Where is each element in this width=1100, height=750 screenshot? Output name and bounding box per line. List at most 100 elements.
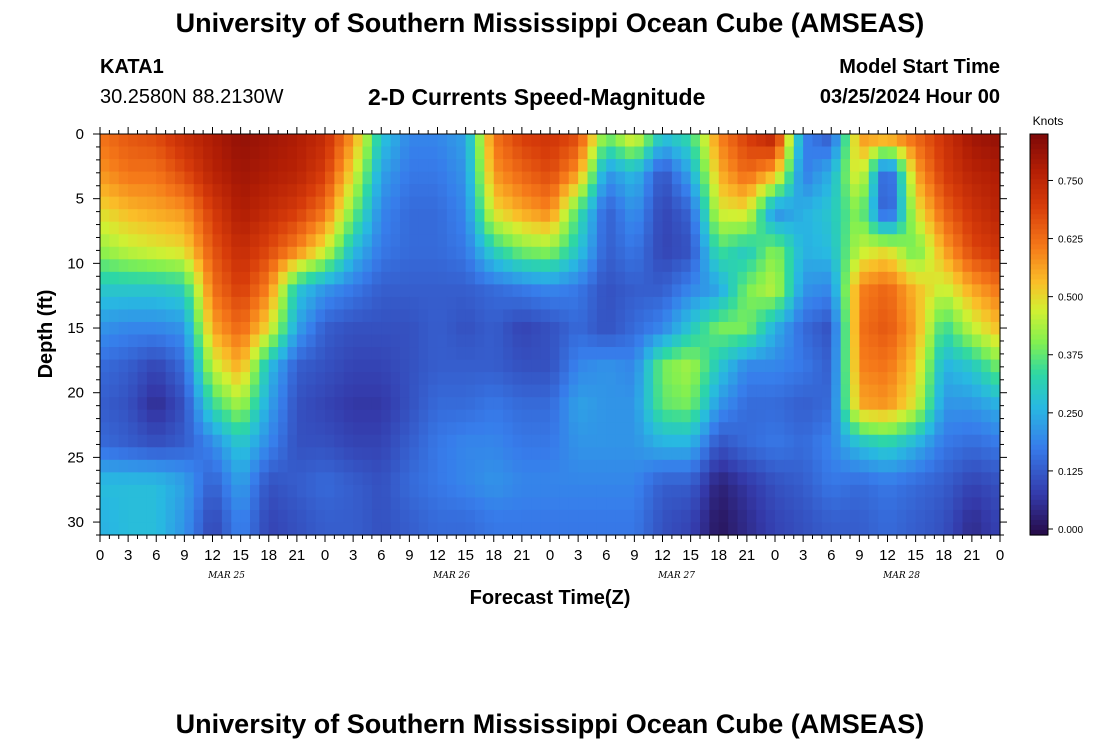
heatmap-cell: [915, 184, 926, 198]
heatmap-cell: [493, 372, 504, 386]
heatmap-cell: [465, 509, 476, 524]
heatmap-cell: [456, 422, 467, 436]
heatmap-cell: [315, 497, 326, 511]
heatmap-cell: [625, 422, 635, 436]
heatmap-cell: [540, 422, 551, 436]
colorbar-band: [1030, 479, 1048, 486]
heatmap-cell: [250, 159, 260, 173]
heatmap-cell: [278, 146, 289, 160]
heatmap-cell: [962, 484, 973, 499]
heatmap-cell: [896, 259, 907, 273]
heatmap-cell: [859, 259, 870, 273]
heatmap-cell: [878, 196, 889, 210]
heatmap-cell: [559, 509, 570, 524]
heatmap-cell: [418, 171, 429, 185]
heatmap-cell: [587, 359, 598, 373]
heatmap-cell: [343, 522, 354, 536]
heatmap-cell: [859, 434, 870, 448]
heatmap-cell: [990, 296, 1001, 311]
heatmap-cell: [137, 347, 148, 361]
heatmap-cell: [409, 271, 420, 285]
heatmap-cell: [465, 259, 476, 273]
heatmap-cell: [625, 271, 635, 285]
heatmap-cell: [943, 347, 954, 361]
heatmap-cell: [746, 146, 757, 160]
heatmap-cell: [512, 246, 523, 260]
heatmap-cell: [643, 509, 654, 524]
heatmap-cell: [896, 284, 907, 298]
heatmap-cell: [690, 522, 701, 536]
heatmap-cell: [896, 447, 907, 461]
heatmap-cell: [925, 409, 935, 423]
heatmap-cell: [878, 246, 889, 260]
heatmap-cell: [503, 522, 514, 536]
heatmap-cell: [568, 146, 579, 160]
heatmap-cell: [212, 309, 223, 323]
heatmap-cell: [756, 196, 767, 210]
heatmap-cell: [990, 509, 1001, 524]
heatmap-cell: [850, 447, 860, 461]
heatmap-cell: [953, 447, 964, 461]
heatmap-cell: [437, 522, 448, 536]
heatmap-cell: [850, 509, 860, 524]
heatmap-cell: [306, 171, 317, 185]
heatmap-cell: [137, 134, 148, 148]
heatmap-cell: [503, 246, 514, 260]
heatmap-cell: [850, 347, 860, 361]
heatmap-cell: [803, 209, 814, 223]
heatmap-cell: [634, 397, 645, 411]
heatmap-cell: [671, 146, 682, 160]
heatmap-cell: [278, 422, 289, 436]
heatmap-cell: [606, 246, 617, 260]
heatmap-cell: [934, 259, 945, 273]
heatmap-cell: [109, 384, 120, 398]
heatmap-cell: [746, 447, 757, 461]
heatmap-cell: [437, 309, 448, 323]
heatmap-cell: [812, 296, 823, 311]
heatmap-cell: [840, 271, 851, 285]
heatmap-cell: [596, 359, 607, 373]
colorbar-band: [1030, 374, 1048, 381]
heatmap-cell: [456, 484, 467, 499]
heatmap-cell: [540, 309, 551, 323]
heatmap-cell: [896, 146, 907, 160]
heatmap-cell: [268, 259, 279, 273]
heatmap-cell: [137, 497, 148, 511]
heatmap-cell: [568, 234, 579, 248]
heatmap-cell: [634, 159, 645, 173]
heatmap-cell: [615, 497, 626, 511]
heatmap-cell: [334, 347, 345, 361]
heatmap-cell: [137, 321, 148, 336]
heatmap-cell: [831, 259, 842, 273]
heatmap-cell: [671, 234, 682, 248]
heatmap-cell: [484, 321, 495, 336]
heatmap-cell: [325, 246, 335, 260]
colorbar-tick-label: 0.000: [1058, 525, 1083, 536]
heatmap-cell: [784, 271, 795, 285]
x-tick-label: 3: [574, 547, 582, 564]
heatmap-cell: [775, 321, 785, 336]
heatmap-cell: [784, 372, 795, 386]
heatmap-cell: [568, 296, 579, 311]
heatmap-cell: [915, 384, 926, 398]
heatmap-cell: [418, 234, 429, 248]
heatmap-cell: [587, 284, 598, 298]
heatmap-cell: [737, 484, 748, 499]
heatmap-cell: [259, 221, 270, 235]
heatmap-cell: [221, 484, 232, 499]
heatmap-cell: [100, 309, 110, 323]
heatmap-cell: [418, 184, 429, 198]
heatmap-cell: [334, 334, 345, 348]
heatmap-cell: [615, 284, 626, 298]
heatmap-cell: [362, 209, 373, 223]
heatmap-cell: [371, 146, 382, 160]
heatmap-cell: [184, 234, 195, 248]
heatmap-cell: [578, 271, 589, 285]
heatmap-cell: [756, 296, 767, 311]
heatmap-cell: [681, 334, 692, 348]
heatmap-cell: [371, 271, 382, 285]
heatmap-cell: [456, 372, 467, 386]
heatmap-cell: [306, 484, 317, 499]
colorbar-band: [1030, 469, 1048, 476]
heatmap-cell: [540, 321, 551, 336]
